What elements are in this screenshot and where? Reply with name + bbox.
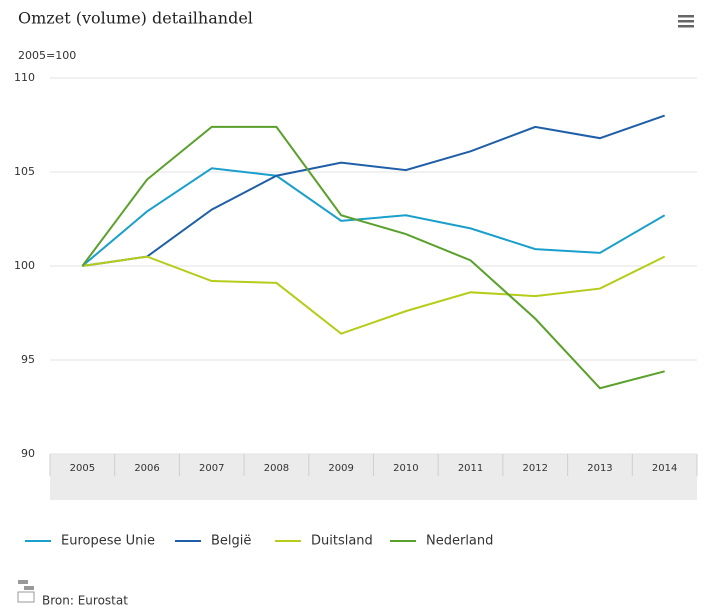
legend-label: Duitsland [311,534,373,549]
legend-label: België [211,534,251,549]
chart-title: Omzet (volume) detailhandel [18,9,253,28]
chart-subtitle: 2005=100 [18,49,76,62]
x-tick-label: 2007 [199,463,224,474]
x-tick-label: 2012 [523,463,548,474]
x-tick-label: 2005 [70,463,95,474]
x-tick-label: 2009 [328,463,353,474]
x-tick-label: 2010 [393,463,418,474]
legend-label: Europese Unie [61,534,155,549]
line [82,255,666,335]
x-tick-label: 2011 [458,463,483,474]
y-tick-label: 100 [14,259,35,272]
line [81,167,666,267]
source-logo [17,580,35,603]
line [81,125,665,390]
y-tick-label: 90 [21,447,35,460]
legend-label: Nederland [426,534,493,549]
line [82,114,665,267]
y-tick-label: 105 [14,165,35,178]
logo-part [18,580,28,584]
y-tick-label: 95 [21,353,35,366]
x-tick-label: 2006 [134,463,159,474]
logo-part [24,586,34,590]
menu-bar [678,25,694,28]
source: Bron: Eurostat [42,594,128,608]
menu-bar [678,20,694,23]
x-tick-label: 2008 [264,463,289,474]
x-tick-label: 2014 [652,463,677,474]
x-tick-label: 2013 [587,463,612,474]
menu-button[interactable] [678,15,694,28]
logo-part [17,591,35,603]
menu-bar [678,15,694,18]
y-tick-label: 110 [14,71,35,84]
